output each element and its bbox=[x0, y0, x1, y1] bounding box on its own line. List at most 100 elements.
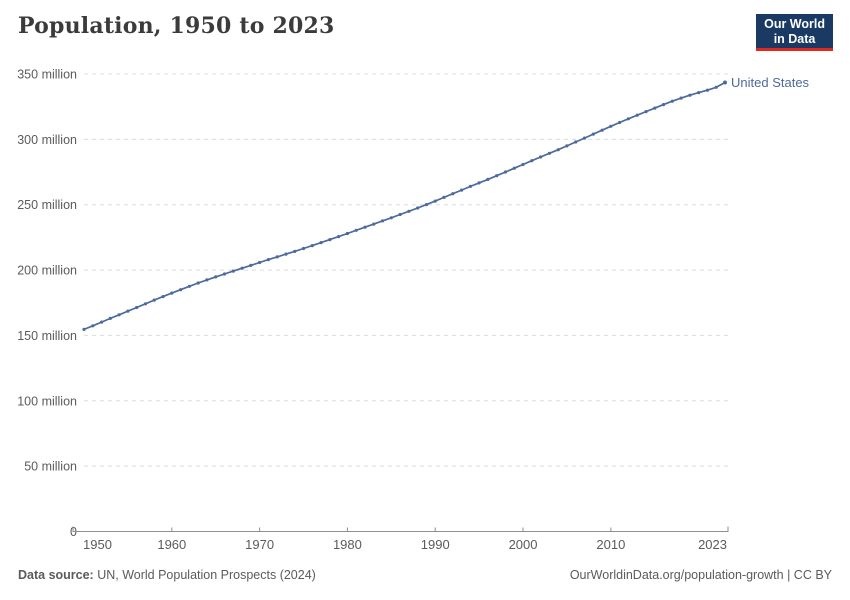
data-point-marker bbox=[407, 209, 411, 213]
data-point-marker bbox=[714, 85, 718, 89]
data-point-marker bbox=[442, 195, 446, 199]
data-point-marker bbox=[547, 151, 552, 155]
data-point-marker bbox=[503, 170, 508, 174]
data-point-marker bbox=[565, 144, 569, 148]
data-source-label: Data source: bbox=[18, 568, 94, 582]
data-point-marker bbox=[424, 203, 429, 207]
data-point-marker bbox=[626, 117, 631, 121]
data-point-marker bbox=[196, 281, 200, 285]
x-axis-label: 2010 bbox=[596, 537, 625, 552]
x-axis-line bbox=[72, 526, 729, 532]
data-point-marker bbox=[574, 140, 578, 144]
data-point-marker bbox=[214, 275, 218, 279]
data-point-marker bbox=[222, 272, 227, 276]
data-point-marker bbox=[468, 184, 472, 188]
series-entity-label[interactable]: United States bbox=[731, 75, 810, 90]
data-point-marker bbox=[179, 288, 183, 292]
data-point-marker bbox=[556, 148, 560, 152]
x-axis-label: 1970 bbox=[245, 537, 274, 552]
y-axis-label: 100 million bbox=[17, 394, 77, 408]
data-point-marker bbox=[705, 88, 710, 92]
data-source: Data source: UN, World Population Prospe… bbox=[18, 568, 316, 582]
data-point-marker bbox=[319, 241, 323, 245]
data-point-marker bbox=[143, 302, 148, 306]
data-point-marker bbox=[284, 252, 288, 256]
data-point-marker bbox=[495, 174, 499, 178]
data-point-marker bbox=[661, 103, 666, 107]
data-point-marker bbox=[258, 260, 262, 265]
credit-link[interactable]: OurWorldinData.org/population-growth | C… bbox=[569, 568, 832, 582]
owid-logo-line1: Our World bbox=[764, 17, 825, 31]
chart-footer: Data source: UN, World Population Prospe… bbox=[18, 568, 832, 582]
data-point-marker bbox=[337, 235, 341, 239]
data-point-marker bbox=[539, 155, 543, 159]
data-point-marker bbox=[697, 91, 701, 95]
data-point-marker bbox=[433, 199, 437, 203]
data-point-marker bbox=[398, 212, 402, 217]
data-source-text: UN, World Population Prospects (2024) bbox=[93, 568, 316, 582]
owid-logo-line2: in Data bbox=[773, 31, 816, 46]
data-point-marker bbox=[354, 228, 358, 232]
data-point-marker bbox=[416, 206, 420, 210]
data-point-marker bbox=[363, 225, 367, 229]
series-end-marker bbox=[723, 80, 727, 85]
data-point-marker bbox=[240, 266, 244, 270]
data-point-marker bbox=[275, 255, 279, 259]
y-axis-label: 50 million bbox=[24, 460, 77, 474]
data-point-marker bbox=[380, 219, 385, 223]
data-point-marker bbox=[301, 246, 306, 251]
data-point-marker bbox=[486, 177, 490, 181]
x-axis-label: 1960 bbox=[157, 537, 186, 552]
data-point-marker bbox=[530, 159, 534, 163]
data-point-marker bbox=[82, 327, 86, 331]
data-point-marker bbox=[126, 309, 130, 313]
data-point-marker bbox=[100, 320, 104, 324]
data-point-marker bbox=[249, 263, 253, 267]
y-axis-label: 300 million bbox=[17, 133, 77, 147]
data-point-marker bbox=[451, 192, 455, 196]
data-point-marker bbox=[231, 269, 235, 273]
data-point-marker bbox=[460, 188, 464, 192]
data-point-marker bbox=[91, 324, 95, 328]
data-point-marker bbox=[187, 284, 191, 288]
data-point-marker bbox=[372, 222, 376, 226]
x-axis-label: 2023 bbox=[698, 537, 727, 552]
data-point-marker bbox=[609, 124, 613, 128]
data-point-marker bbox=[670, 99, 674, 103]
data-point-marker bbox=[345, 231, 349, 236]
data-point-marker bbox=[310, 244, 314, 248]
data-point-marker bbox=[644, 110, 648, 114]
data-point-marker bbox=[477, 181, 481, 185]
page-title: Population, 1950 to 2023 bbox=[18, 13, 335, 39]
data-point-marker bbox=[618, 120, 622, 125]
data-point-marker bbox=[161, 295, 165, 299]
y-axis-label: 200 million bbox=[17, 264, 77, 278]
data-point-marker bbox=[512, 166, 516, 170]
data-point-marker bbox=[688, 93, 692, 97]
y-axis-label: 150 million bbox=[17, 329, 77, 343]
data-point-marker bbox=[170, 291, 174, 295]
data-point-marker bbox=[328, 238, 332, 242]
data-point-marker bbox=[266, 258, 270, 262]
x-axis-label: 1980 bbox=[333, 537, 362, 552]
data-point-marker bbox=[117, 313, 121, 317]
y-axis-label: 350 million bbox=[17, 68, 77, 82]
data-point-marker bbox=[521, 162, 525, 167]
data-point-marker bbox=[679, 96, 683, 100]
owid-logo[interactable]: Our World in Data bbox=[756, 14, 833, 51]
data-point-marker bbox=[205, 278, 209, 282]
data-point-marker bbox=[582, 136, 587, 140]
data-point-marker bbox=[600, 128, 604, 132]
data-point-marker bbox=[152, 298, 156, 302]
y-axis-label: 250 million bbox=[17, 198, 77, 212]
data-point-marker bbox=[135, 305, 139, 310]
data-point-marker bbox=[389, 216, 393, 220]
x-axis-label: 1990 bbox=[421, 537, 450, 552]
data-point-marker bbox=[653, 106, 657, 110]
data-point-marker bbox=[108, 316, 112, 320]
x-axis-label: 1950 bbox=[83, 537, 112, 552]
data-point-marker bbox=[293, 249, 297, 253]
data-point-marker bbox=[591, 132, 595, 136]
x-axis-label: 2000 bbox=[509, 537, 538, 552]
